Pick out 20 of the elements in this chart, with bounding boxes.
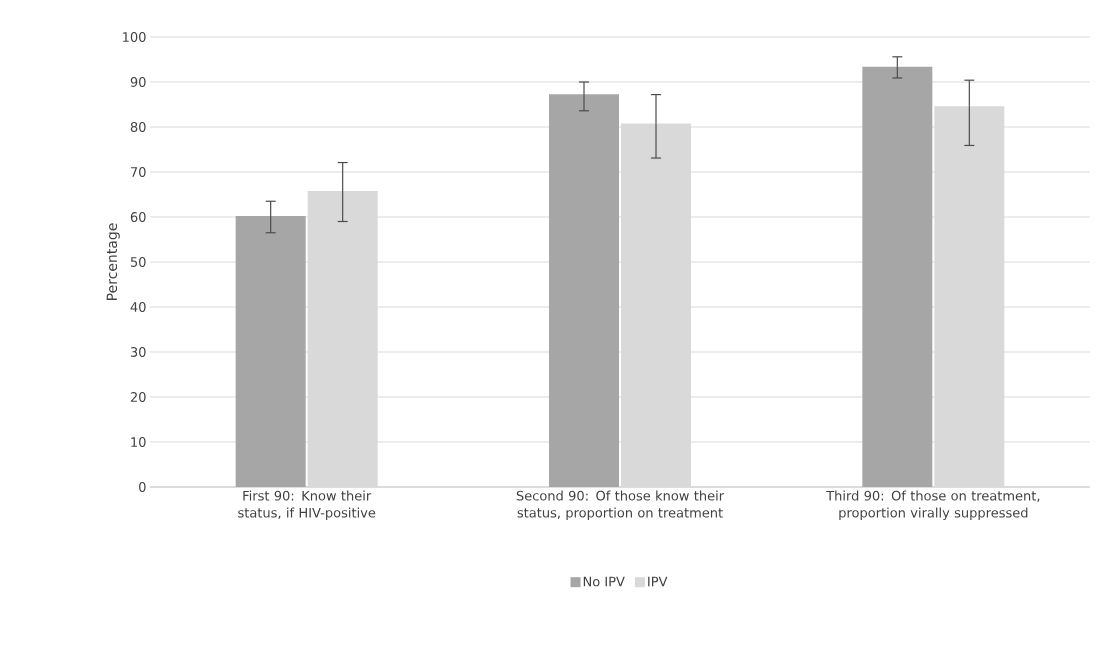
y-tick-label: 10 (131, 437, 146, 447)
y-tick-label: 80 (130, 122, 146, 132)
y-tick-label: 40 (130, 302, 146, 312)
y-axis-title: Percentage (106, 223, 120, 300)
y-tick-label: 50 (130, 257, 146, 267)
bar (862, 66, 933, 487)
bar (549, 94, 619, 487)
y-tick-label: 90 (130, 77, 146, 87)
y-tick-label: 20 (130, 392, 146, 402)
x-tick-label: Third 90: Of those on treatment, proportion virally suppressed (826, 490, 1040, 521)
y-tick-label: 30 (130, 347, 146, 357)
x-tick-label: First 90: Know their status, if HIV-positive (238, 490, 376, 521)
y-tick-label: 0 (139, 482, 146, 492)
x-tick-label: Second 90: Of those know their status, proportion on treatment (516, 490, 725, 521)
legend-label: IPV (648, 576, 668, 587)
y-tick-label: 60 (130, 212, 146, 222)
y-tick-label: 100 (123, 32, 146, 42)
y-tick-label: 70 (130, 167, 146, 177)
legend-label: No IPV (583, 576, 625, 587)
bar (235, 216, 306, 487)
